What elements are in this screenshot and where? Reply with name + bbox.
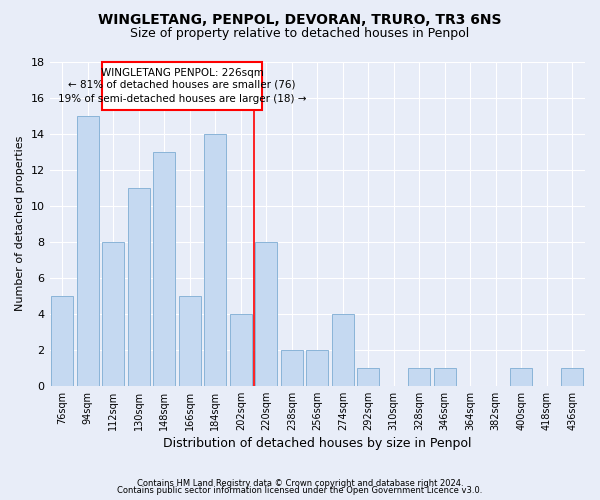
FancyBboxPatch shape bbox=[102, 62, 262, 110]
Bar bbox=[281, 350, 302, 386]
Text: Size of property relative to detached houses in Penpol: Size of property relative to detached ho… bbox=[130, 28, 470, 40]
Bar bbox=[409, 368, 430, 386]
Bar bbox=[358, 368, 379, 386]
Text: WINGLETANG PENPOL: 226sqm: WINGLETANG PENPOL: 226sqm bbox=[101, 68, 263, 78]
X-axis label: Distribution of detached houses by size in Penpol: Distribution of detached houses by size … bbox=[163, 437, 472, 450]
Bar bbox=[511, 368, 532, 386]
Y-axis label: Number of detached properties: Number of detached properties bbox=[15, 136, 25, 312]
Text: Contains public sector information licensed under the Open Government Licence v3: Contains public sector information licen… bbox=[118, 486, 482, 495]
Bar bbox=[205, 134, 226, 386]
Bar bbox=[562, 368, 583, 386]
Text: ← 81% of detached houses are smaller (76): ← 81% of detached houses are smaller (76… bbox=[68, 80, 296, 90]
Bar bbox=[77, 116, 98, 386]
Bar bbox=[230, 314, 251, 386]
Bar bbox=[52, 296, 73, 386]
Bar bbox=[434, 368, 455, 386]
Bar bbox=[154, 152, 175, 386]
Bar bbox=[256, 242, 277, 386]
Bar bbox=[307, 350, 328, 386]
Bar bbox=[332, 314, 353, 386]
Bar bbox=[179, 296, 200, 386]
Text: WINGLETANG, PENPOL, DEVORAN, TRURO, TR3 6NS: WINGLETANG, PENPOL, DEVORAN, TRURO, TR3 … bbox=[98, 12, 502, 26]
Text: 19% of semi-detached houses are larger (18) →: 19% of semi-detached houses are larger (… bbox=[58, 94, 307, 104]
Bar bbox=[103, 242, 124, 386]
Text: Contains HM Land Registry data © Crown copyright and database right 2024.: Contains HM Land Registry data © Crown c… bbox=[137, 478, 463, 488]
Bar bbox=[128, 188, 149, 386]
